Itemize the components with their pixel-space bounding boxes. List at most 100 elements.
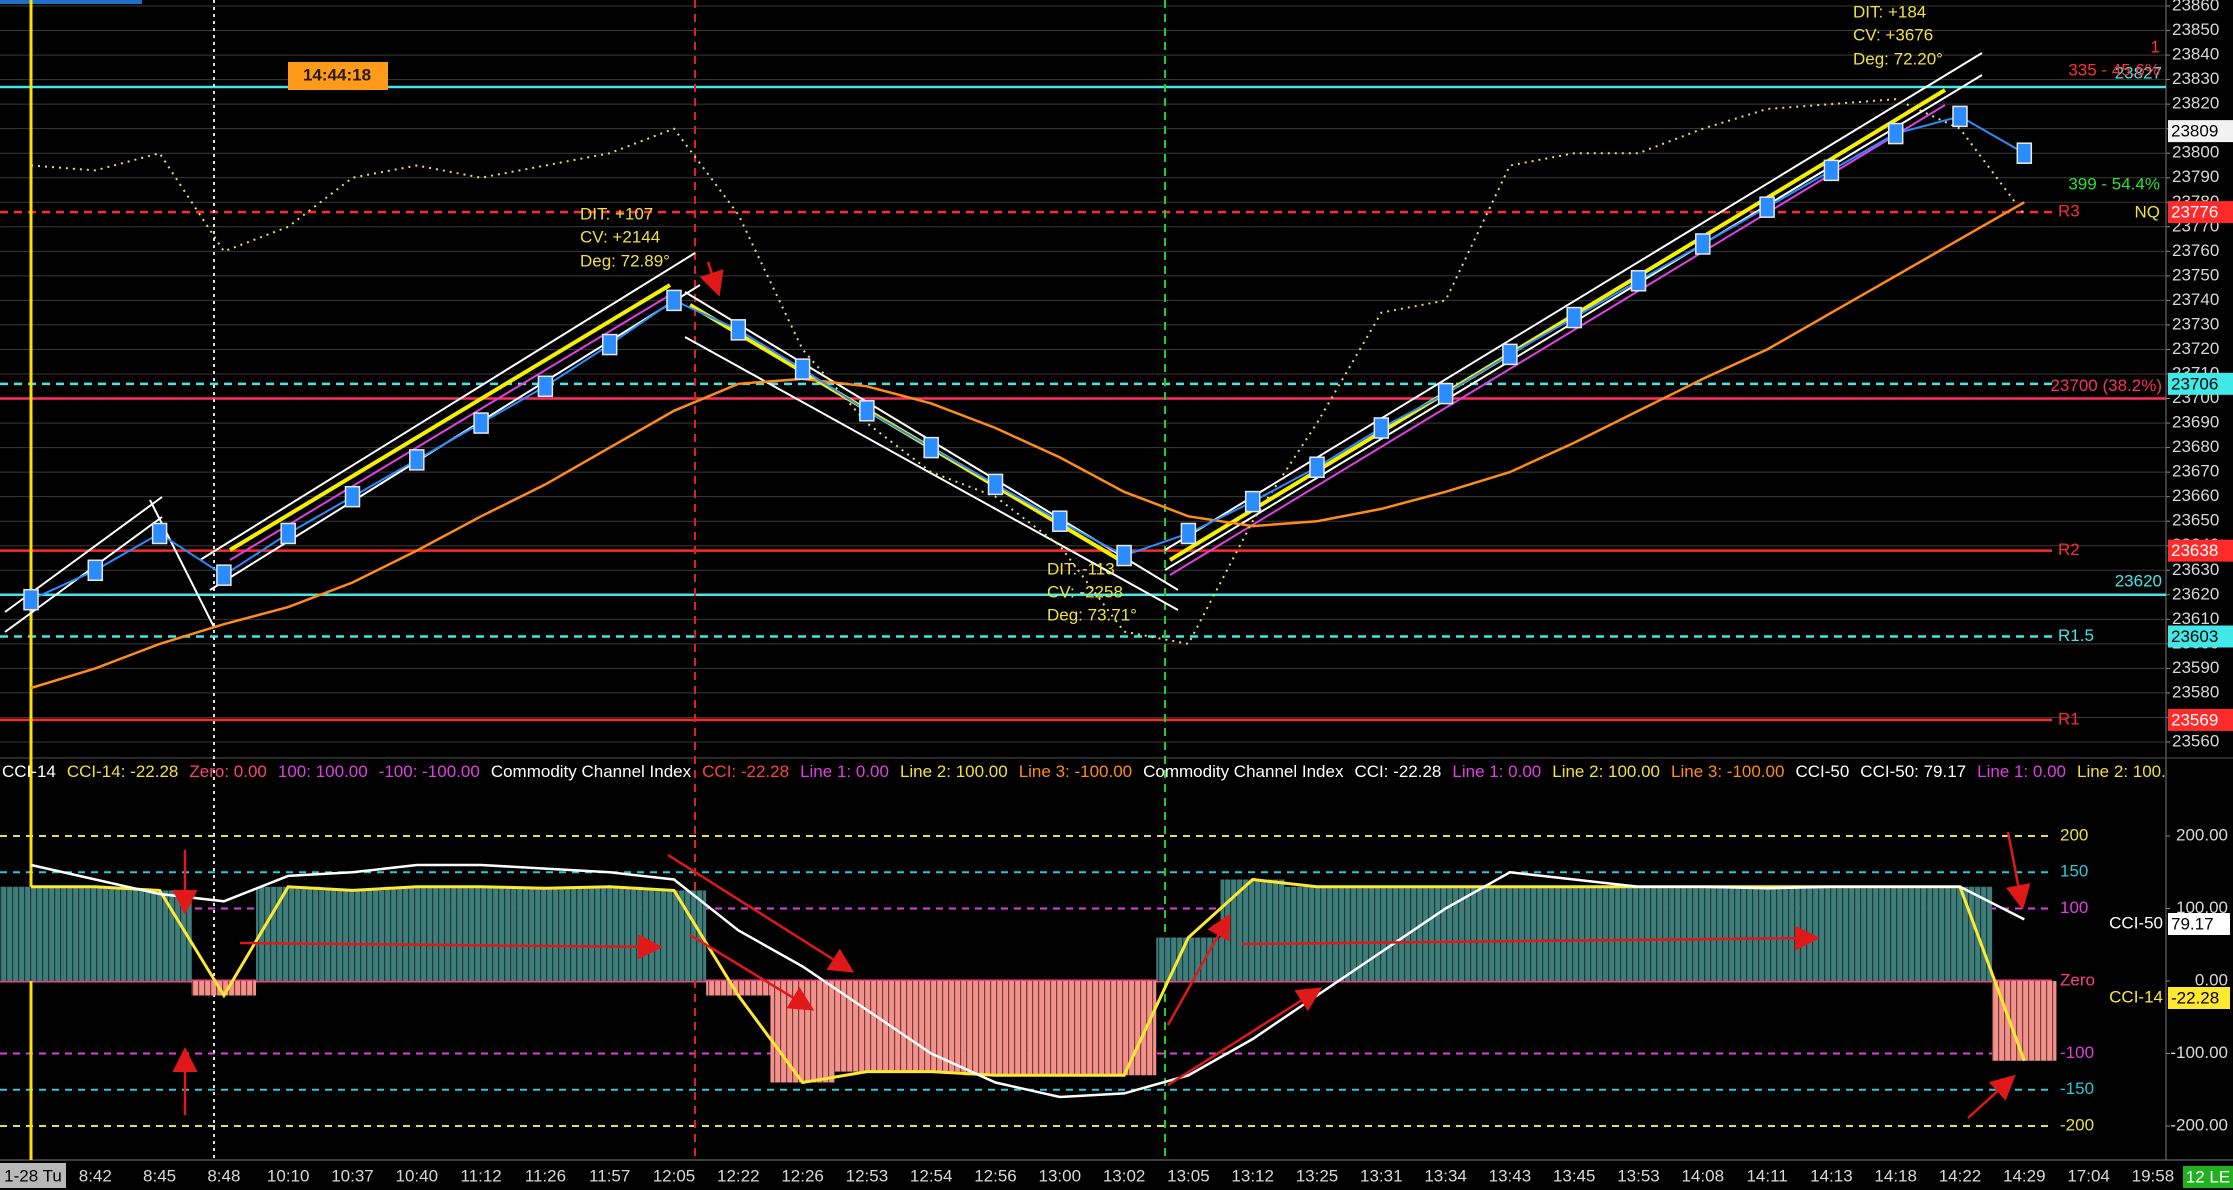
cci-bar-hatch	[899, 981, 964, 1072]
header-item: Line 2: 100.00	[899, 762, 1008, 781]
x-tick-label: 13:45	[1553, 1166, 1596, 1185]
y-tick-label: 23760	[2172, 241, 2219, 260]
header-item: Line 3: -100.00	[1671, 762, 1785, 781]
time-tag: 12 LE	[2186, 1167, 2230, 1186]
annotation: Deg: 73.71°	[1047, 605, 1137, 624]
header-item: Commodity Channel Index	[1143, 762, 1344, 781]
header-item: Line 2: 100.00	[1552, 762, 1661, 781]
level-label: 150	[2060, 862, 2088, 881]
header-item: Zero: 0.00	[189, 762, 267, 781]
x-tick-label: 14:13	[1810, 1166, 1853, 1185]
x-tick-label: 12:05	[653, 1166, 696, 1185]
price-candle	[1052, 510, 1068, 532]
level-price-box	[2168, 372, 2233, 395]
level-price-box	[2168, 201, 2233, 224]
level-name: R1.5	[2058, 626, 2094, 645]
price-candle	[859, 400, 875, 422]
y-tick-label: 200.00	[2176, 825, 2228, 844]
x-tick-label: 8:42	[79, 1166, 112, 1185]
indicator-header: CCI-14 CCI-14: -22.28 Zero: 0.00 100: 100.0…	[2, 760, 2166, 784]
annotation: NQ	[2135, 202, 2161, 221]
y-tick-label: 23580	[2172, 682, 2219, 701]
x-tick-label: 10:40	[396, 1166, 439, 1185]
y-tick-label: 23660	[2172, 486, 2219, 505]
series-last-value-box	[2168, 987, 2230, 1009]
level-price: 23638	[2171, 541, 2218, 560]
price-candle	[87, 559, 104, 582]
price-candle	[537, 375, 554, 398]
annotation: CV: +2144	[580, 227, 660, 246]
level-label: -100	[2060, 1043, 2094, 1062]
cci-bar-hatch	[1606, 886, 1671, 981]
level-label: 23700 (38.2%)	[2050, 376, 2162, 395]
header-item: Commodity Channel Index	[490, 762, 692, 781]
time-tag-box	[2183, 1166, 2233, 1188]
y-tick-label: 23830	[2172, 69, 2219, 88]
level-price: 23706	[2171, 374, 2218, 393]
cci-bar-hatch	[384, 886, 449, 981]
moving-average	[30, 201, 2025, 690]
price-candle	[473, 412, 489, 434]
cci-bar-hatch	[448, 886, 514, 981]
last-price: 23809	[2171, 122, 2218, 141]
clock-box	[288, 62, 388, 90]
price-candle	[23, 588, 39, 611]
regression-lines	[228, 88, 1947, 576]
x-tick-label: 12:56	[974, 1166, 1017, 1185]
cci-bar-hatch	[1992, 981, 2057, 1061]
price-candle	[1823, 159, 1840, 182]
header-item: CCI: -22.28	[1354, 762, 1442, 781]
annotation: DIT: -113	[1047, 559, 1115, 578]
price-candle	[601, 333, 618, 356]
marks	[0, 98, 2057, 1099]
x-tick-label: 13:34	[1424, 1166, 1467, 1185]
price-candle	[794, 358, 811, 380]
cci-bar-hatch	[191, 981, 257, 996]
x-tick-label: 12:53	[846, 1166, 889, 1185]
annotation: CV: +3676	[1853, 25, 1933, 44]
arrows	[172, 261, 2031, 1119]
cci-bar-hatch	[256, 886, 321, 981]
annotation: 399 - 54.4%	[2068, 174, 2160, 193]
indicator-line	[30, 98, 2026, 646]
level-name: R2	[2058, 540, 2080, 559]
x-tick-label: 11:12	[460, 1166, 501, 1185]
level-price-box	[2168, 708, 2233, 731]
price-candle	[1373, 417, 1390, 439]
x-tick-label: 12:22	[717, 1166, 760, 1185]
level-price: 23603	[2171, 627, 2218, 646]
y-tick-label: 23790	[2172, 167, 2219, 186]
y-tick-label: 23590	[2172, 658, 2219, 677]
cci-bar-hatch	[513, 888, 578, 981]
series-last-value-box	[2168, 913, 2230, 935]
price-candle	[409, 449, 425, 471]
level-name: R3	[2058, 202, 2080, 221]
price-candle	[1566, 306, 1582, 329]
price-candle	[987, 473, 1004, 496]
cci-line	[30, 863, 2025, 1099]
cci-bar-hatch	[1670, 886, 1735, 981]
x-tick-label: 14:11	[1746, 1166, 1787, 1185]
level-label: 200	[2060, 825, 2088, 844]
price-candle	[280, 522, 296, 545]
y-tick-label: 23560	[2172, 731, 2219, 750]
cci-bar-hatch	[1734, 886, 1800, 981]
x-tick-label: 14:29	[2003, 1166, 2046, 1185]
level-price-box	[2168, 625, 2233, 648]
x-tick-label: 1-28 Tu	[4, 1166, 62, 1185]
price-candle	[1244, 490, 1261, 513]
annotation: DIT: +184	[1853, 2, 1926, 21]
level-label: Zero	[2060, 970, 2095, 989]
annotation: 335 - 45.6%	[2068, 60, 2160, 79]
y-tick-label: 23630	[2172, 560, 2219, 579]
cci-bar-hatch	[577, 886, 642, 981]
y-tick-label: 23670	[2172, 462, 2219, 481]
x-tick-label: 10:37	[331, 1166, 374, 1185]
level-label: -200	[2060, 1115, 2094, 1134]
price-line	[30, 115, 2025, 601]
series-name: CCI-50	[2109, 913, 2163, 932]
price-candle	[2016, 142, 2033, 164]
header-item: CCI-14: -22.28	[66, 762, 179, 781]
